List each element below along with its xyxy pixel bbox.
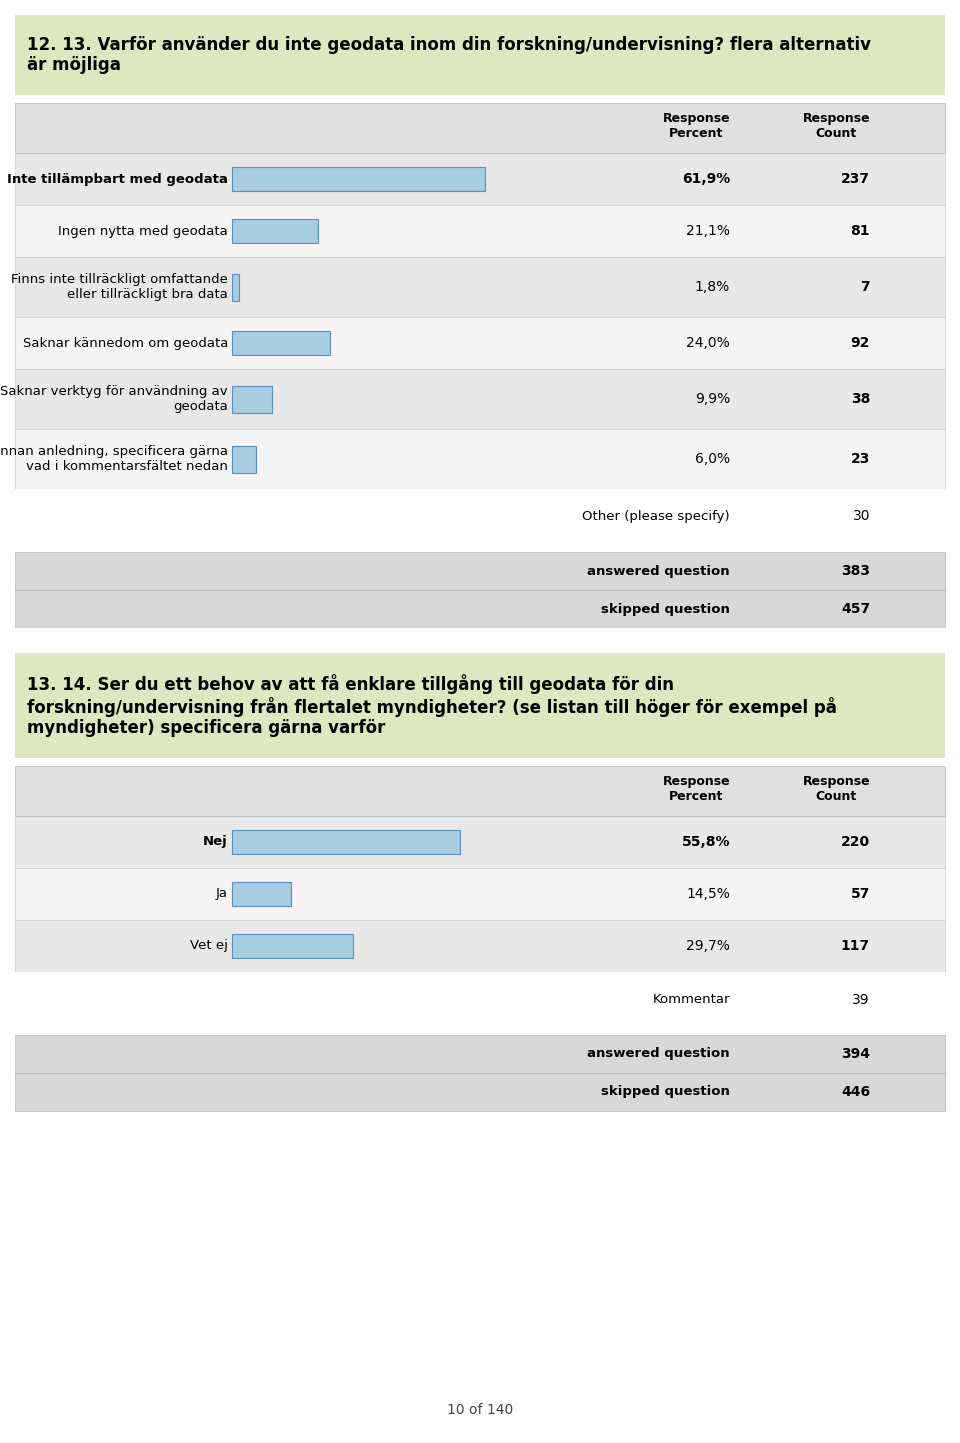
Bar <box>15 489 945 544</box>
Bar <box>15 815 945 869</box>
Bar <box>15 257 945 317</box>
Text: 81: 81 <box>851 224 870 238</box>
Text: 57: 57 <box>851 887 870 900</box>
Text: Response
Percent: Response Percent <box>662 113 730 140</box>
Bar <box>232 882 291 906</box>
Text: Kommentar: Kommentar <box>653 993 730 1006</box>
Text: answered question: answered question <box>588 1048 730 1061</box>
Bar <box>15 95 945 102</box>
Bar <box>15 973 945 1027</box>
Bar <box>232 274 239 300</box>
Text: 1,8%: 1,8% <box>695 280 730 294</box>
Text: Ja: Ja <box>216 887 228 900</box>
Text: Ingen nytta med geodata: Ingen nytta med geodata <box>59 225 228 238</box>
Text: 10 of 140: 10 of 140 <box>446 1403 514 1417</box>
Bar <box>232 934 353 958</box>
Bar <box>232 167 485 190</box>
Bar <box>15 1035 945 1074</box>
Text: 220: 220 <box>841 835 870 848</box>
Text: 383: 383 <box>841 564 870 579</box>
Bar <box>15 654 945 758</box>
Bar <box>15 1074 945 1111</box>
Bar <box>15 205 945 257</box>
Text: Saknar kännedom om geodata: Saknar kännedom om geodata <box>23 336 228 349</box>
Bar <box>15 317 945 369</box>
Text: 117: 117 <box>841 939 870 952</box>
Text: 237: 237 <box>841 172 870 186</box>
Text: Finns inte tillräckligt omfattande
eller tillräckligt bra data: Finns inte tillräckligt omfattande eller… <box>12 273 228 302</box>
Bar <box>232 830 460 854</box>
Bar <box>15 102 945 153</box>
Text: Response
Count: Response Count <box>803 775 870 802</box>
Text: skipped question: skipped question <box>601 1085 730 1098</box>
Text: Inte tillämpbart med geodata: Inte tillämpbart med geodata <box>7 173 228 186</box>
Text: Nej: Nej <box>204 835 228 848</box>
Text: 24,0%: 24,0% <box>686 336 730 351</box>
Text: 13. 14. Ser du ett behov av att få enklare tillgång till geodata för din
forskni: 13. 14. Ser du ett behov av att få enkla… <box>27 674 837 737</box>
Text: Response
Percent: Response Percent <box>662 775 730 802</box>
Text: 23: 23 <box>851 452 870 466</box>
Text: Saknar verktyg för användning av
geodata: Saknar verktyg för användning av geodata <box>0 385 228 413</box>
Text: skipped question: skipped question <box>601 603 730 616</box>
Text: Response
Count: Response Count <box>803 113 870 140</box>
Text: Vet ej: Vet ej <box>190 939 228 952</box>
Bar <box>15 590 945 628</box>
Text: 21,1%: 21,1% <box>686 224 730 238</box>
Text: Annan anledning, specificera gärna
vad i kommentarsfältet nedan: Annan anledning, specificera gärna vad i… <box>0 444 228 473</box>
Text: 446: 446 <box>841 1085 870 1100</box>
Text: answered question: answered question <box>588 564 730 577</box>
Bar <box>15 369 945 429</box>
Text: 39: 39 <box>852 993 870 1007</box>
Text: 61,9%: 61,9% <box>682 172 730 186</box>
Text: 92: 92 <box>851 336 870 351</box>
Text: Other (please specify): Other (please specify) <box>583 509 730 522</box>
Bar <box>232 332 330 355</box>
Text: 29,7%: 29,7% <box>686 939 730 952</box>
Text: 55,8%: 55,8% <box>682 835 730 848</box>
Text: 12. 13. Varför använder du inte geodata inom din forskning/undervisning? flera a: 12. 13. Varför använder du inte geodata … <box>27 36 871 75</box>
Bar <box>15 921 945 973</box>
Text: 394: 394 <box>841 1048 870 1061</box>
Bar <box>15 153 945 205</box>
Bar <box>0 628 960 654</box>
Text: 30: 30 <box>852 509 870 524</box>
Bar <box>232 446 256 472</box>
Text: 14,5%: 14,5% <box>686 887 730 900</box>
Text: 9,9%: 9,9% <box>695 392 730 405</box>
Bar <box>15 544 945 553</box>
Text: 6,0%: 6,0% <box>695 452 730 466</box>
Bar <box>232 219 318 242</box>
Bar <box>15 553 945 590</box>
Bar <box>15 758 945 766</box>
Bar <box>15 869 945 921</box>
Bar <box>15 1027 945 1035</box>
Bar <box>232 385 273 413</box>
Text: 457: 457 <box>841 602 870 616</box>
Text: 7: 7 <box>860 280 870 294</box>
Bar <box>15 14 945 95</box>
Text: 38: 38 <box>851 392 870 405</box>
Bar <box>15 766 945 815</box>
Bar <box>15 429 945 489</box>
